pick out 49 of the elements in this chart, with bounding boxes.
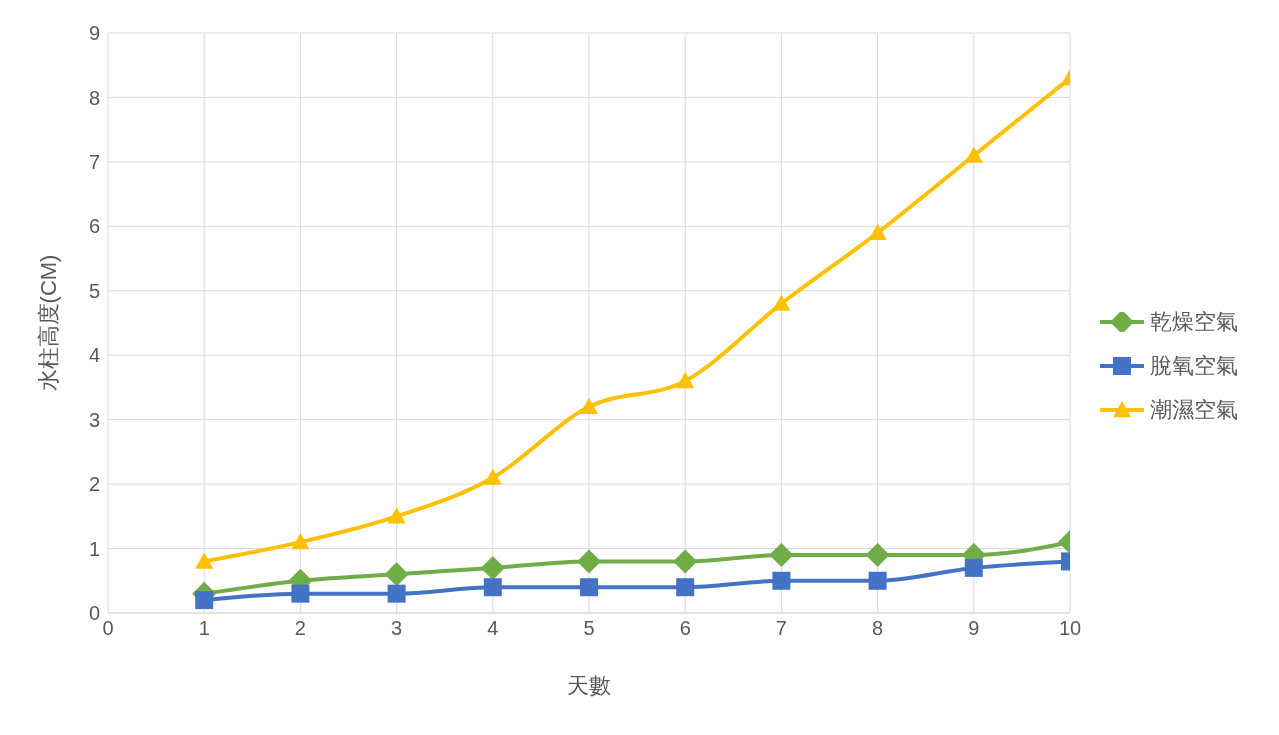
point: [964, 558, 983, 577]
point: [769, 543, 794, 567]
x-tick-label: 9: [968, 617, 980, 640]
x-tick-label: 6: [679, 617, 691, 640]
x-tick-label: 5: [583, 617, 595, 640]
point: [772, 571, 791, 590]
y-tick-label: 2: [88, 473, 100, 496]
y-tick-label: 4: [88, 344, 100, 367]
point: [291, 533, 310, 550]
y-tick-label: 3: [88, 408, 100, 431]
x-tick-label: 7: [775, 617, 787, 640]
legend-label: 潮濕空氣: [1150, 395, 1238, 424]
point: [580, 578, 598, 597]
point: [483, 578, 502, 597]
point: [387, 507, 406, 524]
point: [480, 555, 505, 580]
y-tick-label: 7: [88, 150, 100, 173]
x-tick-label: 2: [294, 617, 306, 640]
point: [195, 552, 214, 569]
y-tick-label: 5: [88, 279, 100, 302]
point: [195, 591, 214, 610]
point: [868, 571, 887, 590]
y-tick-label: 6: [88, 215, 100, 238]
point: [580, 397, 598, 414]
point: [387, 584, 406, 603]
x-tick-label: 1: [198, 617, 210, 640]
y-tick-label: 9: [88, 22, 100, 45]
legend-label: 脫氧空氣: [1150, 351, 1238, 380]
y-tick-label: 8: [88, 86, 100, 109]
point: [772, 294, 791, 311]
y-axis-title: 水柱高度(CM): [35, 254, 61, 392]
x-tick-label: 3: [391, 617, 403, 640]
x-tick-label: 0: [102, 617, 114, 640]
point: [676, 578, 695, 597]
point: [291, 584, 310, 603]
point: [577, 549, 601, 574]
point: [676, 372, 695, 389]
x-axis-title: 天數: [567, 673, 611, 698]
point: [865, 543, 890, 567]
point: [673, 549, 698, 574]
y-tick-label: 1: [88, 537, 100, 560]
x-tick-label: 10: [1058, 617, 1082, 640]
point: [384, 562, 409, 587]
x-tick-label: 8: [872, 617, 884, 640]
point: [483, 468, 502, 485]
legend-label: 乾燥空氣: [1150, 307, 1238, 336]
x-tick-label: 4: [487, 617, 499, 640]
point: [868, 223, 887, 240]
y-tick-label: 0: [88, 602, 100, 625]
